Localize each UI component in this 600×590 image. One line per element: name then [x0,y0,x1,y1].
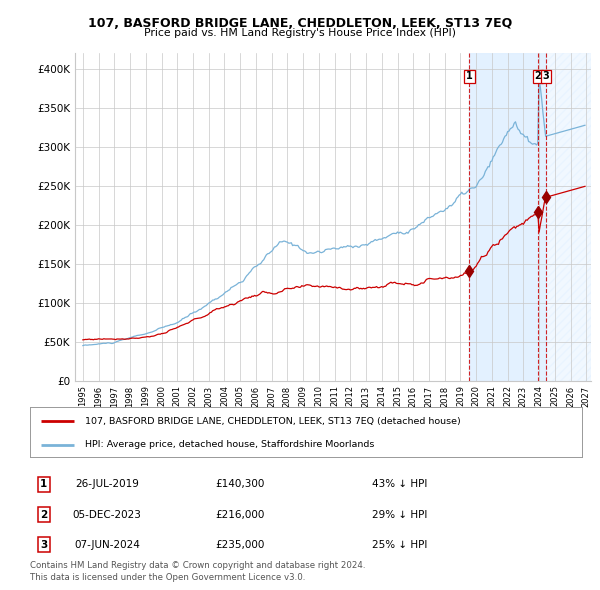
Text: 05-DEC-2023: 05-DEC-2023 [73,510,142,520]
Text: HPI: Average price, detached house, Staffordshire Moorlands: HPI: Average price, detached house, Staf… [85,440,374,449]
Text: 26-JUL-2019: 26-JUL-2019 [76,480,139,490]
Text: Contains HM Land Registry data © Crown copyright and database right 2024.: Contains HM Land Registry data © Crown c… [30,560,365,569]
Text: 107, BASFORD BRIDGE LANE, CHEDDLETON, LEEK, ST13 7EQ: 107, BASFORD BRIDGE LANE, CHEDDLETON, LE… [88,17,512,30]
Text: This data is licensed under the Open Government Licence v3.0.: This data is licensed under the Open Gov… [30,573,305,582]
Text: 25% ↓ HPI: 25% ↓ HPI [372,540,428,550]
Text: £140,300: £140,300 [215,480,265,490]
Text: 3: 3 [542,71,550,81]
Text: 2: 2 [40,510,47,520]
Text: £216,000: £216,000 [215,510,265,520]
Text: Price paid vs. HM Land Registry's House Price Index (HPI): Price paid vs. HM Land Registry's House … [144,28,456,38]
Text: 1: 1 [40,480,47,490]
Text: 107, BASFORD BRIDGE LANE, CHEDDLETON, LEEK, ST13 7EQ (detached house): 107, BASFORD BRIDGE LANE, CHEDDLETON, LE… [85,417,461,425]
Text: 2: 2 [535,71,541,81]
Bar [469,53,546,381]
Text: 43% ↓ HPI: 43% ↓ HPI [372,480,428,490]
Text: 29% ↓ HPI: 29% ↓ HPI [372,510,428,520]
Text: 1: 1 [466,71,473,81]
Text: £235,000: £235,000 [215,540,265,550]
Bar [546,53,591,381]
Text: 07-JUN-2024: 07-JUN-2024 [74,540,140,550]
Text: 3: 3 [40,540,47,550]
